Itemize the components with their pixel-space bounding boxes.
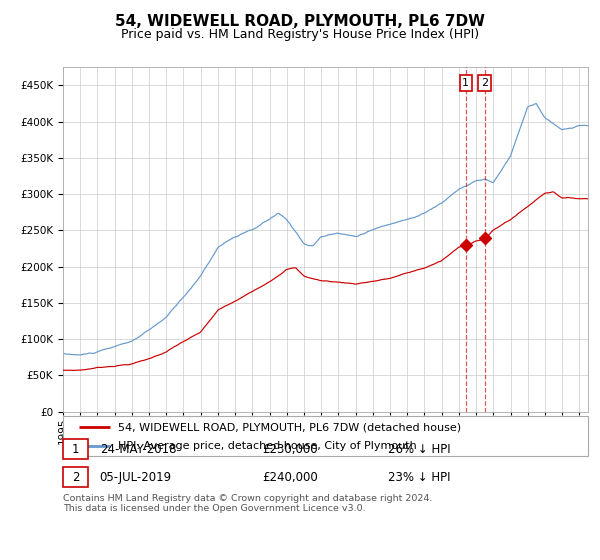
Text: 1: 1 [72,443,79,456]
Text: Price paid vs. HM Land Registry's House Price Index (HPI): Price paid vs. HM Land Registry's House … [121,28,479,41]
Text: 2: 2 [481,78,488,88]
Text: HPI: Average price, detached house, City of Plymouth: HPI: Average price, detached house, City… [118,441,417,451]
Text: 05-JUL-2019: 05-JUL-2019 [100,471,172,484]
FancyBboxPatch shape [63,467,88,487]
Text: 2: 2 [72,471,79,484]
Text: 23% ↓ HPI: 23% ↓ HPI [389,471,451,484]
Text: £230,000: £230,000 [263,443,318,456]
Text: Contains HM Land Registry data © Crown copyright and database right 2024.
This d: Contains HM Land Registry data © Crown c… [63,494,433,514]
Text: 54, WIDEWELL ROAD, PLYMOUTH, PL6 7DW: 54, WIDEWELL ROAD, PLYMOUTH, PL6 7DW [115,14,485,29]
Text: 1: 1 [462,78,469,88]
Text: £240,000: £240,000 [263,471,318,484]
FancyBboxPatch shape [63,439,88,459]
FancyBboxPatch shape [63,416,588,456]
Text: 26% ↓ HPI: 26% ↓ HPI [389,443,451,456]
Text: 54, WIDEWELL ROAD, PLYMOUTH, PL6 7DW (detached house): 54, WIDEWELL ROAD, PLYMOUTH, PL6 7DW (de… [118,422,461,432]
Text: 24-MAY-2018: 24-MAY-2018 [100,443,176,456]
